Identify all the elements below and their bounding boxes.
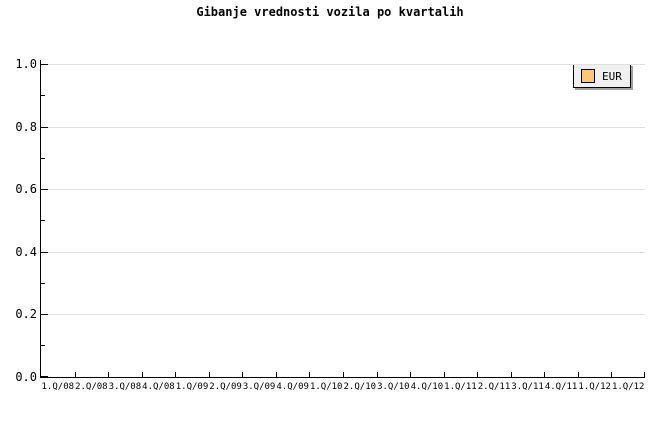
x-boundary-tick: [511, 372, 512, 377]
x-tick-label: 3.Q/10: [377, 382, 410, 392]
y-major-tick: [41, 64, 48, 65]
x-boundary-tick: [209, 372, 210, 377]
x-tick-label: 1.Q/08: [41, 382, 75, 392]
x-tick-label: 3.Q/08: [108, 382, 142, 392]
y-major-tick: [41, 376, 48, 377]
x-boundary-tick: [477, 372, 478, 377]
legend-swatch-eur: [581, 69, 595, 83]
x-tick-label: 3.Q/09: [242, 382, 276, 392]
y-major-tick: [41, 127, 48, 128]
y-major-tick: [41, 314, 48, 315]
y-gridline: [41, 64, 645, 65]
x-boundary-tick: [444, 372, 445, 377]
y-major-tick: [41, 252, 48, 253]
x-boundary-tick: [75, 372, 76, 377]
x-tick-label: 4.Q/08: [142, 382, 175, 392]
x-boundary-tick: [377, 372, 378, 377]
x-tick-label: 4.Q/09: [276, 382, 309, 392]
x-tick-label: 4.Q/11: [544, 382, 578, 392]
x-boundary-tick: [343, 372, 344, 377]
x-boundary-tick: [242, 372, 243, 377]
y-gridline: [41, 252, 645, 253]
y-minor-tick: [41, 345, 45, 346]
y-gridline: [41, 127, 645, 128]
legend: EUR: [573, 64, 631, 88]
x-boundary-tick: [611, 372, 612, 377]
x-boundary-tick: [309, 372, 310, 377]
y-gridline: [41, 314, 645, 315]
y-minor-tick: [41, 158, 45, 159]
y-minor-tick: [41, 95, 45, 96]
x-tick-label: 1.Q/09: [175, 382, 209, 392]
y-tick-label: 0.6: [15, 182, 37, 196]
x-boundary-tick: [108, 372, 109, 377]
x-boundary-tick: [410, 372, 411, 377]
y-tick-label: 0.8: [15, 120, 37, 134]
y-tick-label: 0.4: [15, 245, 37, 259]
x-boundary-tick: [644, 372, 645, 377]
y-gridline: [41, 189, 645, 190]
y-axis-line-cap: [40, 60, 41, 64]
legend-label: EUR: [602, 69, 622, 83]
y-tick-label: 0.2: [15, 307, 37, 321]
plot-area: EUR 1.0 0.8 0.6 0.4 0.2 0.0 1.Q/08 2.Q/08 3.Q/08…: [15, 58, 645, 392]
x-boundary-tick: [142, 372, 143, 377]
y-minor-tick: [41, 220, 45, 221]
x-tick-label: 3.Q/11: [511, 382, 544, 392]
x-tick-label: 2.Q/11: [477, 382, 511, 392]
x-tick-label: 2.Q/08: [75, 382, 108, 392]
x-boundary-tick: [276, 372, 277, 377]
x-boundary-tick: [578, 372, 579, 377]
chart-title: Gibanje vrednosti vozila po kvartalih: [196, 5, 464, 19]
x-tick-label: 4.Q/10: [410, 382, 444, 392]
x-tick-label: 1.Q/12: [578, 382, 611, 392]
x-tick-label: 1.Q/10: [309, 382, 343, 392]
y-major-tick: [41, 189, 48, 190]
y-tick-label: 0.0: [15, 370, 37, 384]
x-tick-label: 1.Q/12: [611, 382, 645, 392]
x-tick-label: 2.Q/10: [343, 382, 377, 392]
x-boundary-tick: [544, 372, 545, 377]
y-tick-label: 1.0: [15, 57, 37, 71]
x-boundary-tick: [175, 372, 176, 377]
y-minor-tick: [41, 283, 45, 284]
x-tick-label: 1.Q/11: [444, 382, 477, 392]
x-tick-label: 2.Q/09: [209, 382, 242, 392]
